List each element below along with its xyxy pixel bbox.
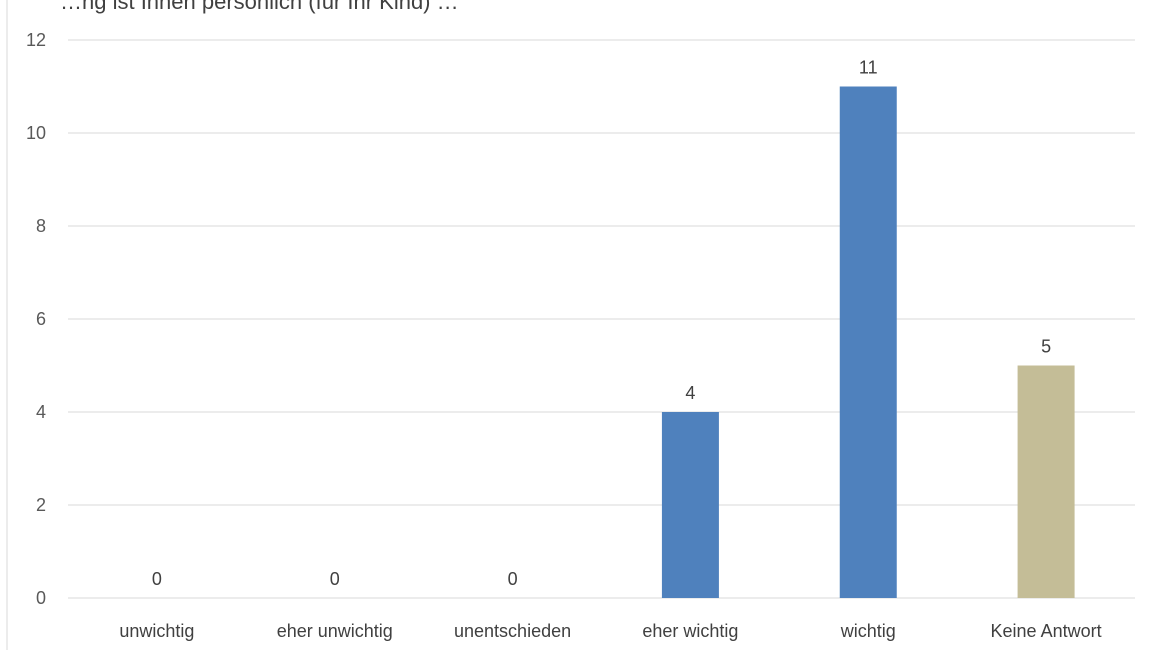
bar-wichtig	[839, 86, 897, 598]
bars	[661, 86, 1075, 598]
chart-title: …ng ist Ihnen persönlich (für Ihr Kind) …	[60, 0, 459, 14]
y-tick-label: 8	[36, 216, 46, 236]
data-label: 0	[152, 569, 162, 589]
y-tick-label: 12	[26, 30, 46, 50]
data-label: 0	[508, 569, 518, 589]
x-category-label: wichtig	[840, 621, 896, 641]
y-tick-label: 4	[36, 402, 46, 422]
x-category-label: unentschieden	[454, 621, 571, 641]
bar-keine-antwort	[1017, 365, 1075, 598]
data-label: 4	[685, 383, 695, 403]
x-axis-category-labels: unwichtig eher unwichtig unentschieden eher…	[119, 621, 1101, 641]
y-tick-label: 10	[26, 123, 46, 143]
x-category-label: unwichtig	[119, 621, 194, 641]
gridlines	[68, 39, 1135, 599]
x-category-label: eher unwichtig	[277, 621, 393, 641]
bar-eher-wichtig	[661, 412, 719, 598]
data-label: 11	[859, 58, 878, 78]
y-axis-tick-labels: 0 2 4 6 8 10 12	[26, 30, 46, 608]
x-category-label: eher wichtig	[642, 621, 738, 641]
x-category-label: Keine Antwort	[991, 621, 1102, 641]
data-label: 5	[1041, 337, 1051, 357]
data-labels: 0 0 0 4 11 5	[152, 58, 1051, 590]
y-tick-label: 6	[36, 309, 46, 329]
data-label: 0	[330, 569, 340, 589]
y-tick-label: 2	[36, 495, 46, 515]
y-tick-label: 0	[36, 588, 46, 608]
